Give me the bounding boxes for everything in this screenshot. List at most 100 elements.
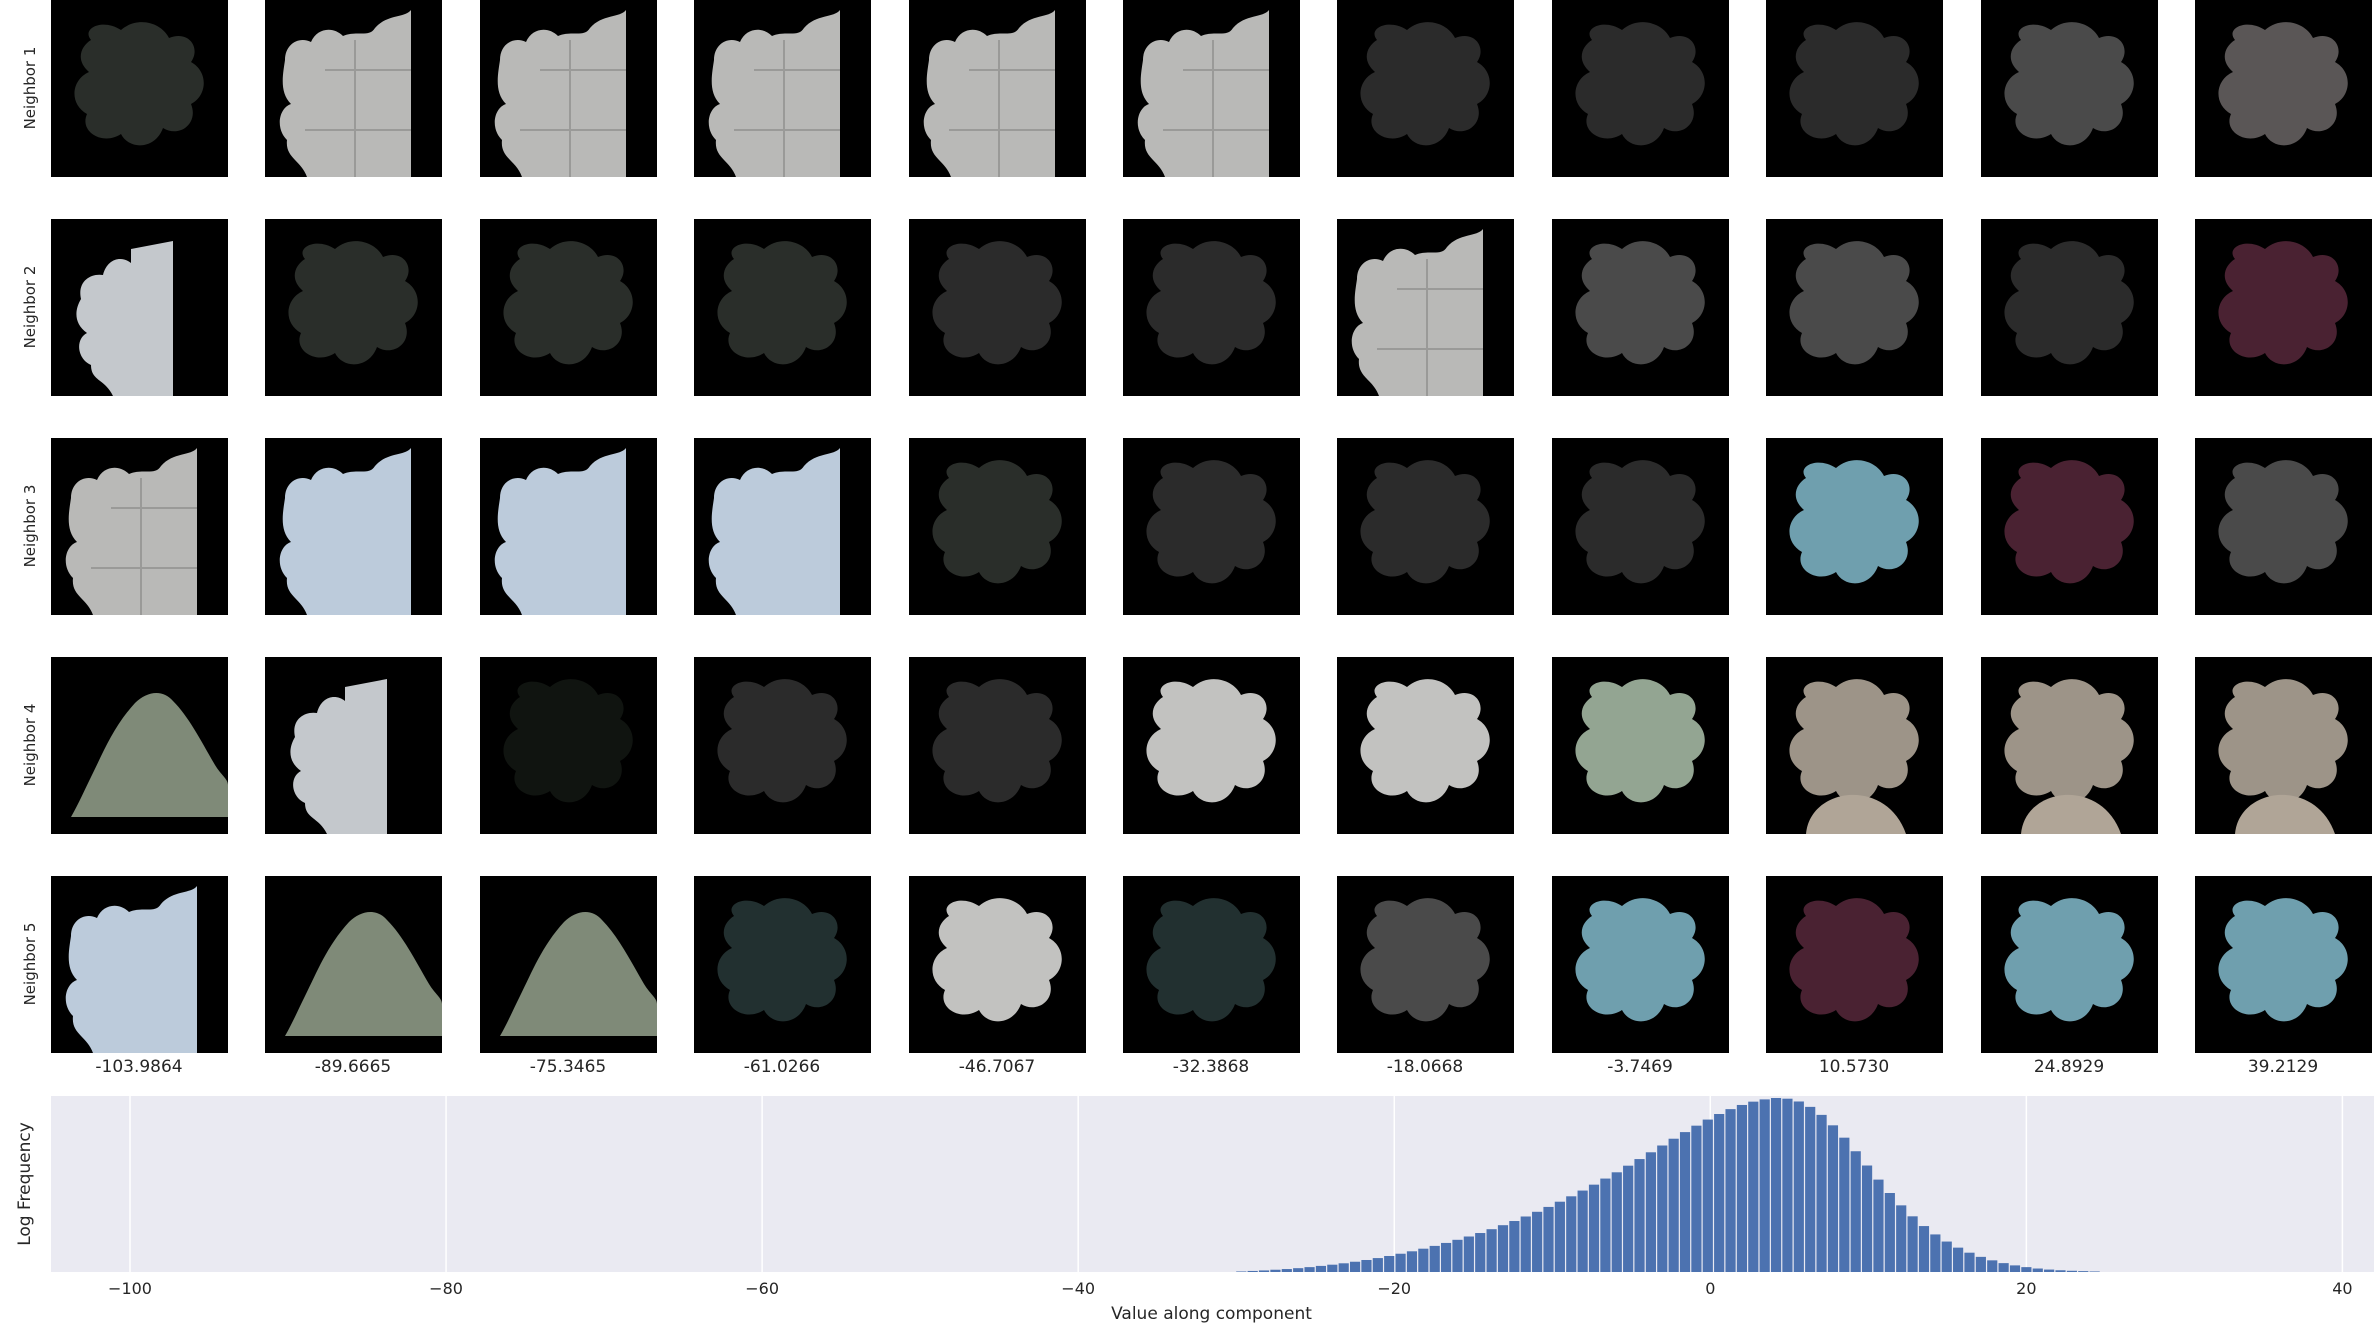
histogram-bar — [1645, 1152, 1656, 1272]
neighbor-image-r3-c4 — [694, 438, 871, 615]
row-label-neighbor-1: Neighbor 1 — [21, 46, 39, 130]
histogram-bar — [1691, 1125, 1702, 1272]
neighbor-image-r1-c7 — [1337, 0, 1514, 177]
column-value-label: -32.3868 — [1172, 1057, 1250, 1077]
histogram-bar — [1600, 1178, 1611, 1272]
neighbor-image-grid: Neighbor 1 Neighbor 2 Neighbor 3 Neighbor 4… — [21, 0, 2372, 1077]
histogram-bar — [2055, 1270, 2066, 1272]
neighbor-image-r4-c1 — [51, 657, 228, 834]
histogram-bar — [2021, 1267, 2032, 1272]
histogram-bar — [1497, 1225, 1509, 1272]
histogram-bar — [1896, 1205, 1907, 1272]
neighbor-image-r2-c3 — [480, 219, 657, 396]
column-value-label: -3.7469 — [1607, 1057, 1673, 1077]
histogram-bar — [1349, 1261, 1361, 1272]
column-value-label: 10.5730 — [1818, 1057, 1890, 1077]
neighbor-image-r5-c7 — [1337, 876, 1514, 1053]
neighbor-image-r2-c5 — [909, 219, 1086, 396]
column-value-label: 24.8929 — [2033, 1057, 2105, 1077]
column-value-label: -103.9864 — [95, 1057, 183, 1077]
neighbor-image-r5-c6 — [1123, 876, 1300, 1053]
neighbor-image-r3-c10 — [1981, 438, 2158, 615]
histogram-bar — [2044, 1269, 2055, 1272]
histogram-bar — [1361, 1259, 1372, 1272]
histogram-bar — [1907, 1216, 1918, 1272]
neighbor-image-r3-c1 — [51, 438, 228, 615]
histogram-bar — [1372, 1258, 1383, 1272]
column-value-label: 39.2129 — [2247, 1057, 2319, 1077]
neighbor-image-r2-c9 — [1766, 219, 1943, 396]
histogram-bar — [1406, 1251, 1418, 1272]
histogram-bar — [1486, 1229, 1497, 1272]
histogram-bar — [1532, 1211, 1543, 1272]
histogram-bar — [1304, 1267, 1315, 1272]
histogram-bar — [1452, 1239, 1463, 1272]
histogram-bar — [1759, 1099, 1770, 1272]
neighbor-image-r5-c1 — [51, 876, 228, 1053]
neighbor-image-r1-c8 — [1552, 0, 1729, 177]
histogram-bar — [1736, 1104, 1748, 1272]
neighbor-image-r5-c8 — [1552, 876, 1729, 1053]
histogram-bar — [1543, 1206, 1554, 1272]
neighbor-image-r3-c5 — [909, 438, 1086, 615]
neighbor-image-r2-c6 — [1123, 219, 1300, 396]
histogram-bar — [1987, 1260, 1998, 1272]
neighbor-image-r4-c2 — [265, 657, 442, 834]
histogram-bar — [1941, 1241, 1952, 1272]
histogram-bar — [1258, 1270, 1270, 1272]
x-tick-label: 40 — [2332, 1279, 2352, 1298]
histogram-bar — [1270, 1269, 1281, 1272]
column-value-label: -18.0668 — [1386, 1057, 1464, 1077]
log-frequency-histogram: −100 −80 −60 −40 −20 0 20 40 Value along compone… — [0, 1080, 2374, 1344]
histogram-bar — [1839, 1137, 1850, 1272]
neighbor-image-r4-c8 — [1552, 657, 1729, 834]
histogram-bar — [1338, 1263, 1349, 1272]
histogram-bar — [1702, 1119, 1713, 1272]
histogram-bar — [1827, 1125, 1839, 1272]
histogram-bar — [1964, 1252, 1975, 1272]
row-label-neighbor-2: Neighbor 2 — [21, 265, 39, 349]
histogram-bar — [1975, 1256, 1986, 1272]
column-value-label: -75.3465 — [529, 1057, 607, 1077]
neighbor-image-r4-c3 — [480, 657, 657, 834]
neighbor-image-r5-c5 — [909, 876, 1086, 1053]
histogram-bar — [1668, 1138, 1679, 1272]
neighbor-image-r1-c1 — [51, 0, 228, 177]
neighbor-image-r4-c9 — [1766, 657, 1943, 834]
histogram-bar — [1395, 1253, 1406, 1272]
histogram-bar — [1281, 1269, 1292, 1272]
histogram-bar — [1384, 1255, 1395, 1272]
neighbor-image-r3-c9 — [1766, 438, 1943, 615]
neighbor-image-r2-c1 — [51, 219, 228, 396]
histogram-bar — [1554, 1201, 1565, 1272]
histogram-bar — [2089, 1271, 2100, 1272]
histogram-bar — [1861, 1165, 1873, 1272]
histogram-bar — [1463, 1236, 1474, 1272]
neighbor-image-r1-c3 — [480, 0, 657, 177]
plot-background — [51, 1096, 2374, 1272]
histogram-bar — [1566, 1196, 1577, 1272]
neighbor-image-r4-c11 — [2195, 657, 2372, 834]
histogram-bar — [2009, 1265, 2021, 1272]
x-tick-label: −100 — [108, 1279, 152, 1298]
histogram-bar — [1611, 1172, 1622, 1272]
histogram-bar — [1998, 1263, 2009, 1272]
neighbor-image-r3-c11 — [2195, 438, 2372, 615]
histogram-bar — [1623, 1165, 1634, 1272]
neighbor-image-r2-c11 — [2195, 219, 2372, 396]
neighbor-image-r2-c4 — [694, 219, 871, 396]
histogram-bar — [1884, 1193, 1895, 1272]
histogram-bar — [1577, 1190, 1588, 1272]
x-tick-label: 0 — [1705, 1279, 1715, 1298]
neighbor-image-r2-c8 — [1552, 219, 1729, 396]
histogram-bar — [1725, 1109, 1736, 1272]
histogram-bar — [1429, 1245, 1440, 1272]
x-tick-label: −60 — [745, 1279, 779, 1298]
neighbor-image-r4-c10 — [1981, 657, 2158, 834]
histogram-bar — [1816, 1114, 1827, 1272]
histogram-bar — [2032, 1268, 2043, 1272]
x-tick-label: −80 — [429, 1279, 463, 1298]
histogram-bar — [1714, 1114, 1725, 1272]
neighbor-image-r2-c10 — [1981, 219, 2158, 396]
histogram-bar — [1930, 1234, 1941, 1272]
